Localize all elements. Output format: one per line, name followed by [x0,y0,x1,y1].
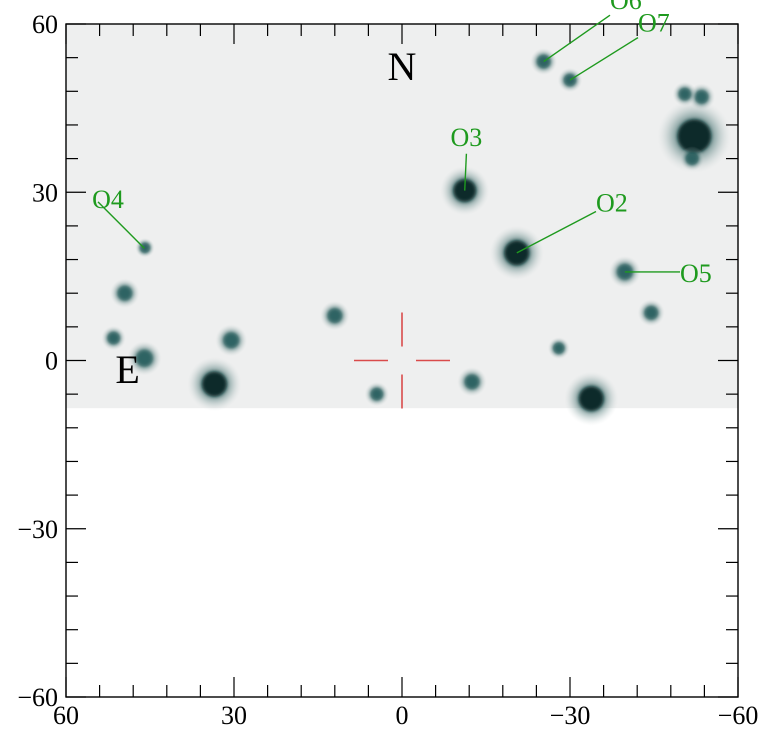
object-label: O6 [610,0,642,15]
field-source [202,371,227,397]
x-tick-label: 30 [221,701,247,725]
field-source [328,308,342,323]
target-crosshair [354,312,450,409]
leader-line [543,14,611,63]
y-tick-labels: 60 30 0 −30 −60 [17,10,58,712]
leader-line [516,210,597,254]
leader-line [97,201,145,249]
object-label: O2 [596,188,628,217]
object-o7: O7 [569,9,670,81]
field-source [686,153,698,165]
x-tick-label: −30 [550,701,591,725]
field-source [645,306,658,319]
field-source [679,88,691,100]
leader-line [464,153,468,191]
east-label: E [115,347,139,392]
x-tick-label: −60 [718,701,759,725]
field-source [677,119,712,153]
object-o4: O4 [92,185,145,249]
field-source [140,243,150,253]
x-tick-labels: 60 30 0 −30 −60 [53,701,759,730]
field-source [465,375,479,389]
object-label: O7 [638,9,670,38]
y-tick-label: −60 [17,683,58,712]
field-source [108,332,120,344]
object-o2: O2 [516,188,628,254]
field-source [578,386,604,411]
leader-line [569,37,639,81]
y-tick-label: −30 [17,515,58,544]
object-o5: O5 [624,259,712,288]
field-source [136,350,153,367]
x-tick-label: 0 [396,701,409,725]
field-source [371,388,383,400]
y-tick-label: 0 [45,347,58,376]
plot-frame [65,23,739,698]
object-o3: O3 [451,123,483,191]
object-o6: O6 [543,0,642,63]
y-tick-label: 30 [32,178,58,207]
y-tick-label: 60 [32,10,58,39]
object-label: O3 [451,123,483,152]
field-source [223,333,239,348]
field-source [118,286,132,300]
north-label: N [388,44,417,89]
object-label: O5 [680,259,712,288]
object-label: O4 [92,185,124,214]
field-source [695,90,708,104]
field-source [453,179,476,202]
field-source [553,343,564,354]
